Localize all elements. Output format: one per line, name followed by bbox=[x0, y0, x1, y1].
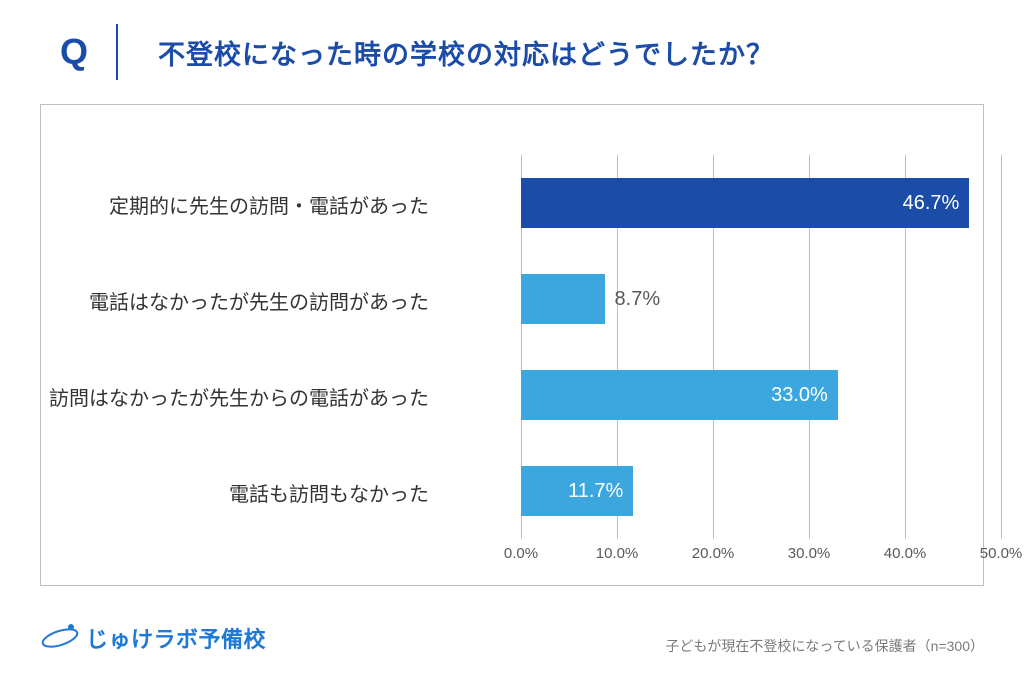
logo-icon bbox=[40, 620, 80, 656]
q-mark: Q bbox=[60, 31, 116, 73]
bar: 46.7% bbox=[521, 178, 969, 228]
category-label: 訪問はなかったが先生からの電話があった bbox=[49, 382, 429, 411]
x-tick-label: 30.0% bbox=[788, 545, 831, 562]
bar-row: 8.7% bbox=[521, 274, 605, 324]
bar: 8.7% bbox=[521, 274, 605, 324]
category-label: 電話も訪問もなかった bbox=[229, 478, 429, 507]
question-title: 不登校になった時の学校の対応はどうでしたか？ bbox=[158, 33, 774, 72]
logo: じゅけラボ予備校 bbox=[40, 620, 266, 656]
logo-text: じゅけラボ予備校 bbox=[86, 622, 266, 654]
question-header: Q 不登校になった時の学校の対応はどうでしたか？ bbox=[0, 0, 1024, 104]
x-tick-label: 10.0% bbox=[596, 545, 639, 562]
gridline bbox=[1001, 155, 1002, 539]
category-label: 定期的に先生の訪問・電話があった bbox=[109, 190, 429, 219]
x-tick-label: 20.0% bbox=[692, 545, 735, 562]
footer: じゅけラボ予備校 子どもが現在不登校になっている保護者（n=300） bbox=[40, 620, 984, 656]
footnote: 子どもが現在不登校になっている保護者（n=300） bbox=[665, 636, 984, 656]
bar-value-label: 33.0% bbox=[771, 384, 828, 407]
chart-container: 0.0%10.0%20.0%30.0%40.0%50.0%46.7%8.7%33… bbox=[40, 104, 984, 586]
bar-row: 46.7% bbox=[521, 178, 969, 228]
bar-value-label: 46.7% bbox=[903, 192, 960, 215]
bar-value-label: 11.7% bbox=[568, 480, 623, 503]
x-tick-label: 0.0% bbox=[504, 545, 538, 562]
bar-row: 33.0% bbox=[521, 370, 838, 420]
header-divider bbox=[116, 24, 118, 80]
category-label: 電話はなかったが先生の訪問があった bbox=[89, 286, 429, 315]
bar-row: 11.7% bbox=[521, 466, 633, 516]
bar-value-label: 8.7% bbox=[615, 288, 661, 311]
bar: 11.7% bbox=[521, 466, 633, 516]
bar: 33.0% bbox=[521, 370, 838, 420]
x-tick-label: 40.0% bbox=[884, 545, 927, 562]
plot-area: 0.0%10.0%20.0%30.0%40.0%50.0%46.7%8.7%33… bbox=[521, 155, 1001, 539]
x-tick-label: 50.0% bbox=[980, 545, 1023, 562]
